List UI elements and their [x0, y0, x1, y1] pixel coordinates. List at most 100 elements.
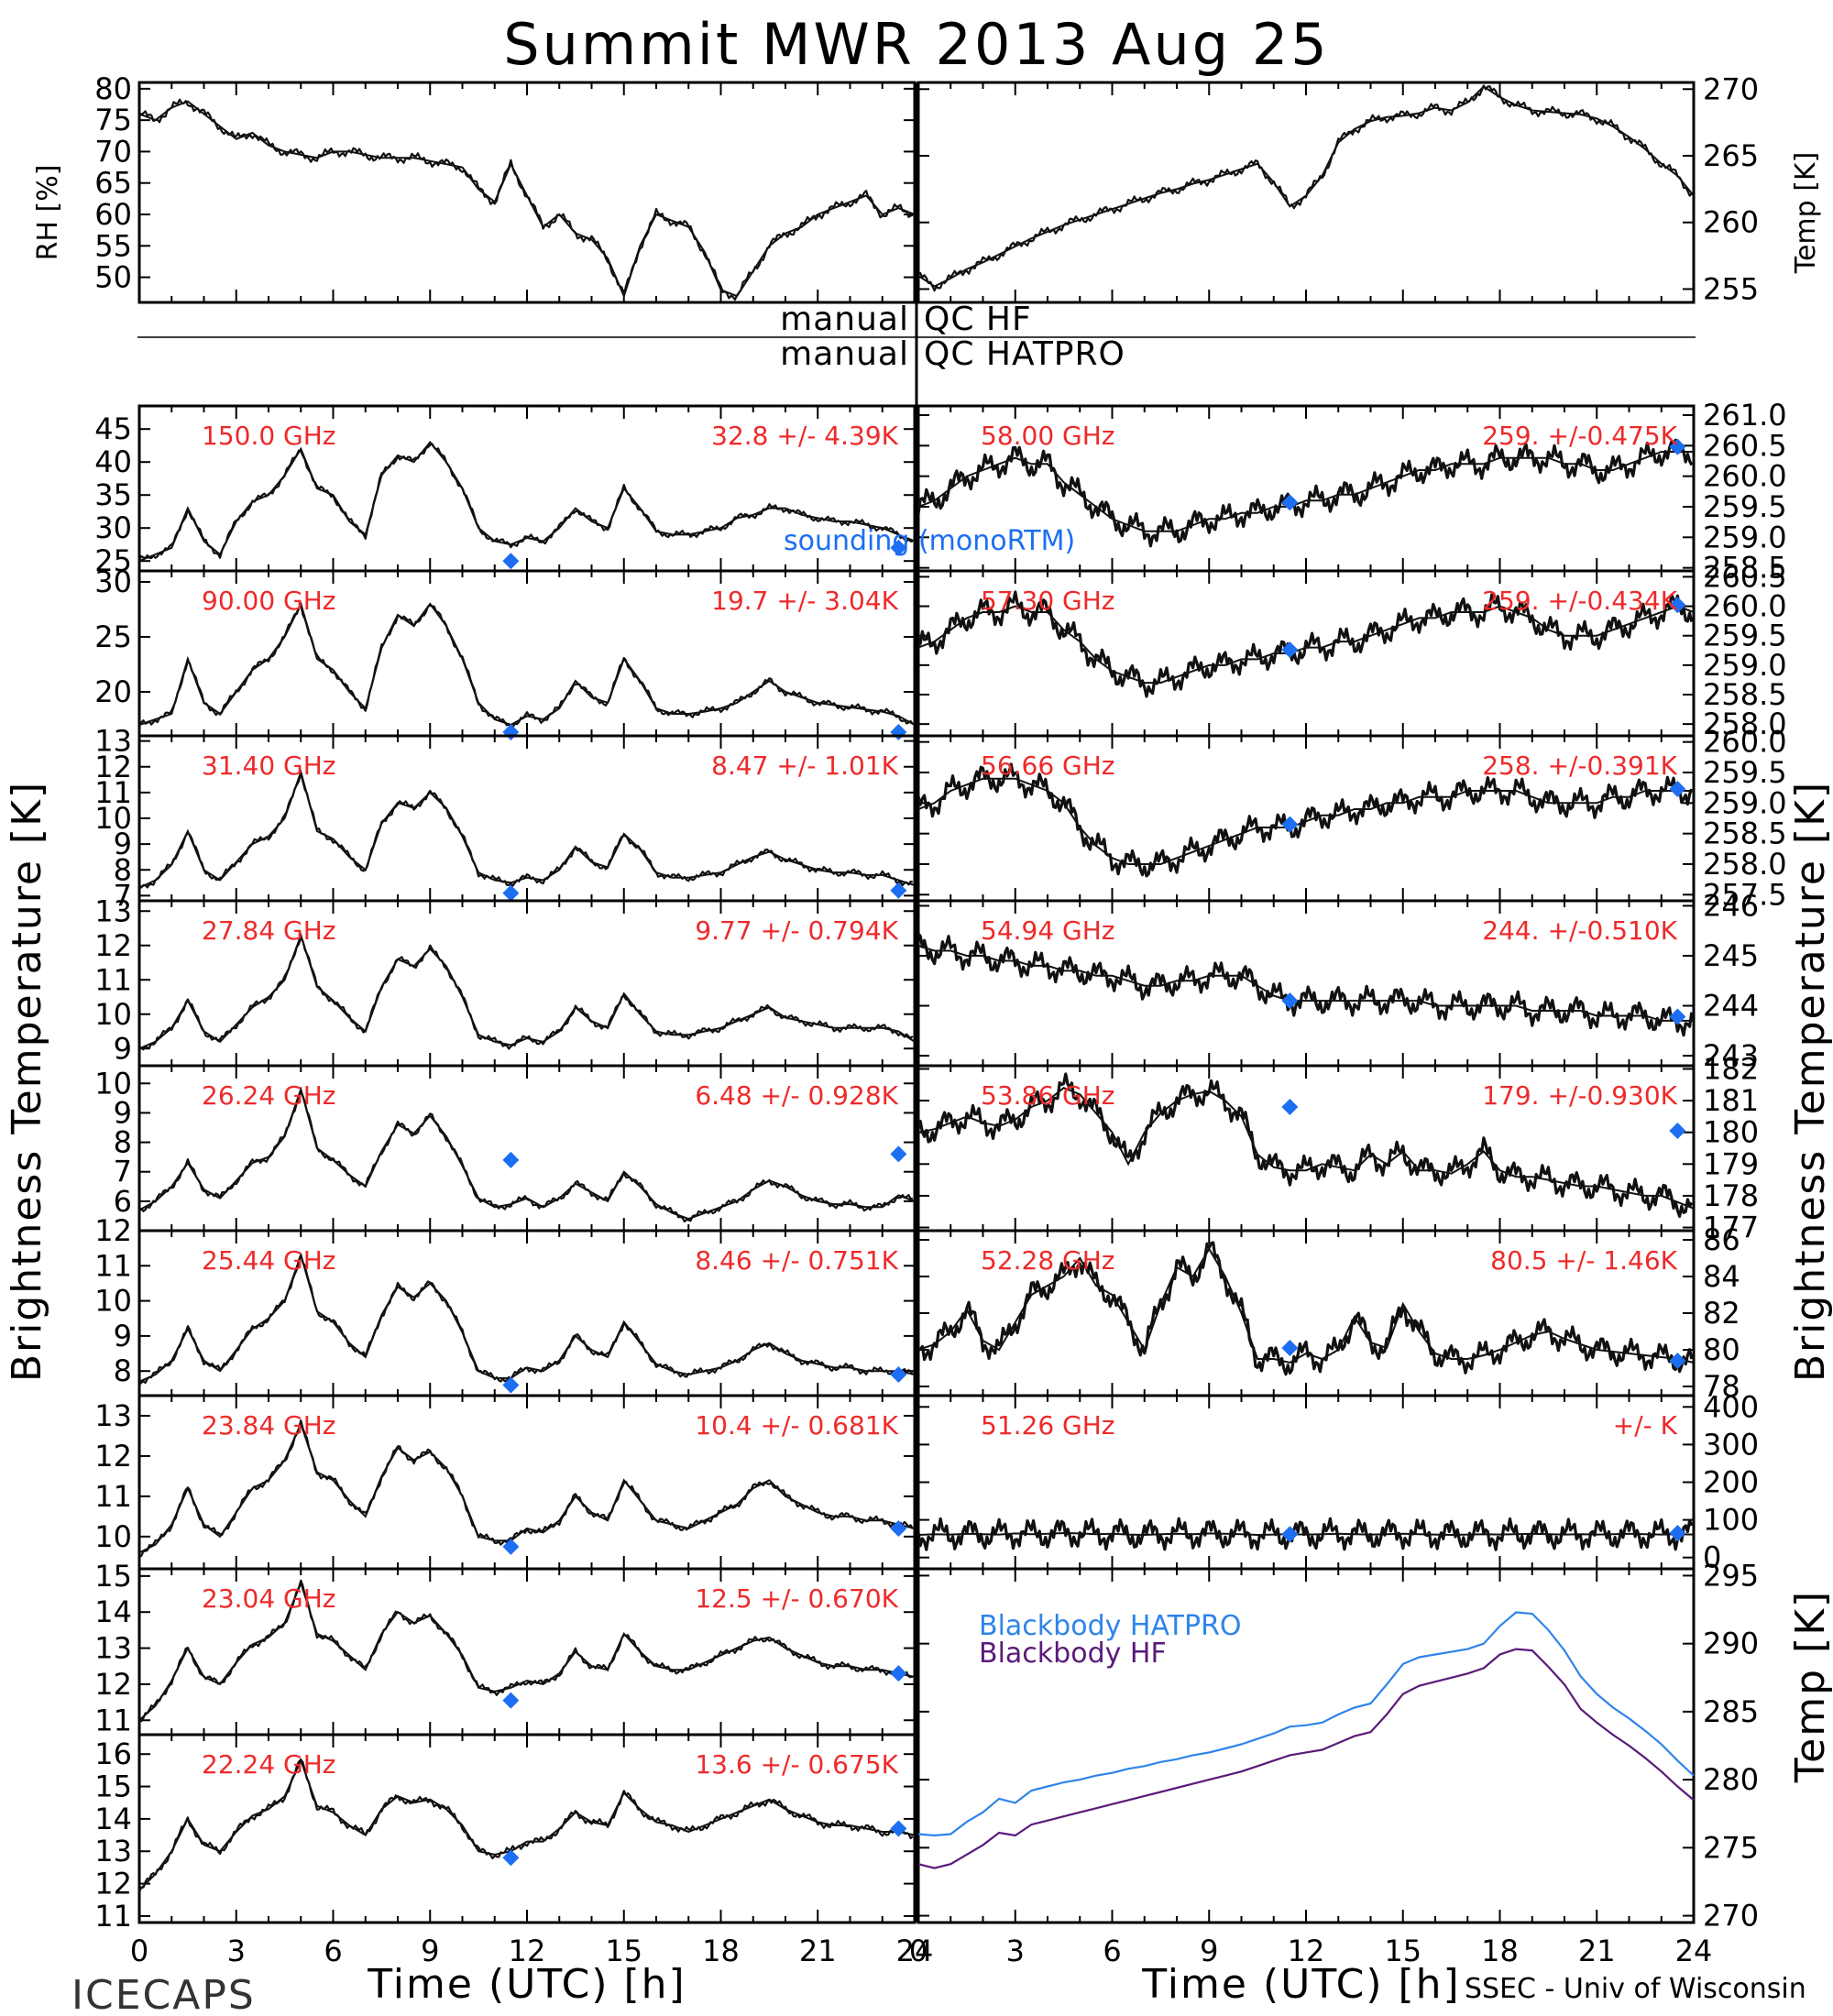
y-tick-label: 11 [94, 775, 132, 810]
sounding-marker [1669, 1008, 1686, 1025]
y-tick-label: 78 [1703, 1369, 1740, 1404]
panel-frame [137, 81, 916, 304]
trace-line [917, 85, 1695, 288]
sounding-legend: sounding (monoRTM) [784, 525, 1075, 557]
rh-axis-label: RH [%] [32, 165, 64, 261]
channel-label: 56.66 GHz [981, 751, 1115, 781]
y-tick-label: 25 [94, 543, 132, 578]
trace-line [138, 1580, 916, 1722]
trace-line [138, 441, 916, 563]
sounding-marker [1281, 992, 1299, 1010]
sounding-marker [890, 882, 907, 899]
x-tick-label-left: 24 [896, 1934, 934, 1968]
channel-label: 23.04 GHz [202, 1583, 336, 1614]
trace-line [138, 1252, 916, 1383]
trace-noise [138, 1090, 913, 1223]
y-tick-label: 11 [94, 1703, 132, 1737]
y-tick-label: 15 [94, 1559, 132, 1594]
y-tick-label: 400 [1703, 1389, 1759, 1424]
y-tick-label: 290 [1703, 1627, 1759, 1661]
trace-line [138, 100, 916, 299]
y-tick-label: 25 [94, 619, 132, 654]
y-tick-label: 182 [1703, 1051, 1759, 1086]
y-tick-label: 12 [94, 750, 132, 784]
y-tick-label: 285 [1703, 1694, 1759, 1729]
channel-label: 23.84 GHz [202, 1410, 336, 1441]
y-tick-label: 11 [94, 1479, 132, 1514]
channel-label: 52.28 GHz [981, 1245, 1115, 1276]
y-tick-label: 258.5 [1703, 816, 1787, 851]
y-tick-label: 9 [114, 1319, 132, 1353]
trace-line [917, 451, 1694, 532]
y-tick-label: 12 [94, 928, 132, 963]
sounding-marker [1669, 781, 1686, 797]
y-tick-label: 13 [94, 1631, 132, 1666]
x-tick-label-left: 15 [605, 1934, 642, 1968]
sounding-marker [1281, 1526, 1299, 1543]
bt-label-right: Brightness Temperature [K] [1787, 781, 1833, 1382]
sounding-marker [502, 1538, 520, 1555]
sounding-marker [502, 884, 520, 902]
sounding-marker [890, 1366, 907, 1384]
legend-bb-hatpro: Blackbody HATPRO [979, 1610, 1242, 1642]
x-tick-label-right: 12 [1288, 1934, 1325, 1968]
y-tick-label: 8 [114, 852, 132, 887]
y-tick-label: 30 [94, 564, 132, 599]
y-tick-label: 10 [94, 1519, 132, 1554]
y-tick-label: 179 [1703, 1146, 1759, 1181]
trace-noise [916, 1072, 1694, 1219]
channel-stat: 8.46 +/- 0.751K [695, 1245, 898, 1276]
sounding-marker [1281, 494, 1299, 511]
y-tick-label: 295 [1703, 1558, 1759, 1593]
channel-stat: 32.8 +/- 4.39K [711, 421, 898, 451]
trace-noise [138, 937, 914, 1051]
y-tick-label: 12 [94, 1667, 132, 1702]
y-tick-label: 86 [1703, 1222, 1740, 1257]
y-tick-label: 30 [94, 510, 132, 545]
qc-line1-left: manual [780, 301, 909, 338]
trace-noise [138, 1419, 914, 1558]
legend-bb-hf: Blackbody HF [979, 1638, 1167, 1670]
y-tick-label: 35 [94, 477, 132, 512]
x-tick-label-right: 21 [1578, 1934, 1616, 1968]
y-tick-label: 13 [94, 1398, 132, 1433]
y-tick-label: 259.0 [1703, 520, 1787, 554]
panel-temp: 270 265 260 255 [916, 71, 1759, 306]
y-tick-label: 12 [94, 1213, 132, 1248]
channel-label: 27.84 GHz [202, 915, 336, 946]
y-tick-label: 13 [94, 893, 132, 928]
sounding-marker [890, 539, 907, 556]
x-tick-label-right: 18 [1481, 1934, 1519, 1968]
channel-stat: 259. +/-0.475K [1482, 421, 1677, 451]
channel-label: 54.94 GHz [981, 915, 1115, 946]
y-tick-label: 10 [94, 801, 132, 836]
sounding-marker [1281, 641, 1299, 659]
series-line-hf [917, 1648, 1695, 1869]
y-tick-label: 300 [1703, 1427, 1759, 1462]
y-tick-label: 13 [94, 1834, 132, 1868]
channel-stat: 12.5 +/- 0.670K [695, 1583, 898, 1614]
x-tick-label-left: 3 [227, 1934, 246, 1968]
sounding-marker [1669, 438, 1686, 455]
y-tick-label: 258.0 [1703, 847, 1787, 882]
y-tick-label: 15 [94, 1769, 132, 1804]
y-tick-label: 50 [94, 260, 132, 295]
x-tick-label-right: 6 [1103, 1934, 1121, 1968]
channel-label: 26.24 GHz [202, 1080, 336, 1111]
y-tick-label: 9 [114, 1095, 132, 1130]
y-tick-label: 45 [94, 411, 132, 446]
y-tick-label: 13 [94, 724, 132, 759]
sounding-marker [1669, 1122, 1686, 1139]
sounding-marker [502, 724, 520, 740]
sounding-marker [502, 1151, 520, 1168]
trace-line [138, 1086, 916, 1221]
y-tick-label: 244 [1703, 989, 1759, 1024]
channel-stat: 179. +/-0.930K [1482, 1080, 1677, 1111]
sounding-marker [1281, 816, 1299, 833]
y-tick-label: 265 [1703, 138, 1759, 173]
y-tick-label: 200 [1703, 1465, 1759, 1500]
y-tick-label: 257.5 [1703, 877, 1787, 912]
